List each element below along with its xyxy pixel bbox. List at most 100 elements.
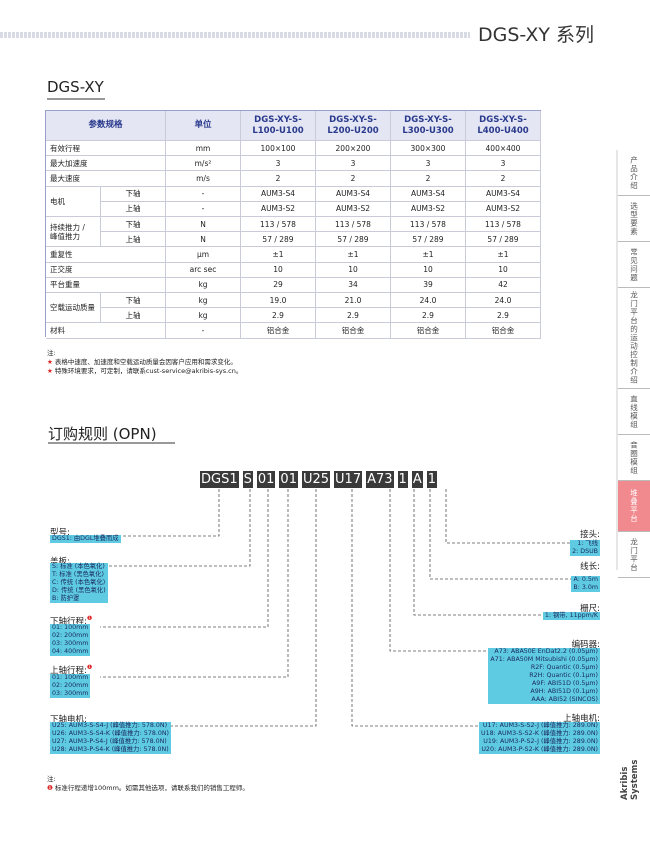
note-bullet: ★ — [47, 367, 53, 375]
footnote: 注: ❶ 标准行程递增100mm。如需其他选项，请联系我们的销售工程师。 — [47, 775, 249, 793]
table-cell: 重复性 — [46, 247, 166, 263]
option: R2H: Quantic (0.1μm) — [488, 672, 600, 680]
value: 113 / 578 — [335, 219, 371, 229]
option: U20: AUM3-P-S2-K (峰值推力: 289.0N) — [478, 746, 600, 754]
row-label: 材料 — [50, 325, 65, 335]
sidebar-tab[interactable]: 堆叠平台 — [618, 481, 650, 532]
value: 113 / 578 — [410, 219, 446, 229]
header-text: 参数规格 — [88, 120, 123, 130]
header-text: DGS-XY-S- — [329, 114, 377, 125]
sidebar-tab[interactable]: 龙门平台 — [618, 532, 650, 578]
header-text: L300-U300 — [402, 125, 454, 136]
value: ±1 — [497, 249, 509, 259]
note-text: 标准行程递增100mm。如需其他选项，请联系我们的销售工程师。 — [54, 784, 249, 792]
value: 21.0 — [344, 295, 362, 305]
group-label: 上轴行程:❶ — [50, 664, 92, 676]
table-cell: 57 / 289 — [466, 232, 541, 248]
sidebar-tab[interactable]: 直线模组 — [618, 389, 650, 435]
row-label: 电机 — [50, 196, 65, 206]
table-cell: arc sec — [166, 262, 241, 278]
table-cell: 10 — [391, 262, 466, 278]
value: 400×400 — [485, 143, 521, 153]
option: 01: 100mm — [50, 674, 91, 682]
header-text: L100-U100 — [252, 125, 304, 136]
table-cell: 参数规格 — [46, 111, 166, 141]
table-cell: 400×400 — [466, 141, 541, 157]
value: 3 — [275, 158, 281, 168]
table-cell: 39 — [391, 277, 466, 293]
group-label: 盖板: — [50, 555, 70, 567]
table-cell: AUM3-S4 — [316, 186, 391, 202]
value: 10 — [348, 265, 358, 275]
table-cell: ±1 — [241, 247, 316, 263]
table-cell: 2.9 — [466, 308, 541, 324]
marker: ❶ — [86, 615, 93, 622]
option: U25: AUM3-S-S4-J (峰值推力: 578.0N) — [50, 722, 172, 730]
sub-label: 下轴 — [125, 189, 141, 199]
header-text: DGS-XY-S- — [404, 114, 452, 125]
table-cell: AUM3-S2 — [316, 201, 391, 217]
value: 铝合金 — [341, 325, 365, 335]
table-cell: 29 — [241, 277, 316, 293]
table-cell: AUM3-S2 — [241, 201, 316, 217]
table-cell: DGS-XY-S- L300-U300 — [391, 111, 466, 141]
unit: - — [201, 189, 205, 199]
table-cell: 铝合金 — [241, 323, 316, 339]
option: 1: 飞线 — [570, 540, 600, 548]
option: 03: 300mm — [50, 690, 91, 698]
note-bullet: ★ — [47, 358, 53, 366]
table-cell: 200×200 — [316, 141, 391, 157]
group-label: 上轴电机: — [563, 714, 600, 724]
table-cell: 21.0 — [316, 293, 391, 309]
table-cell: 有效行程 — [46, 141, 166, 157]
table-cell: ±1 — [391, 247, 466, 263]
table-cell: ±1 — [316, 247, 391, 263]
sub-label: 上轴 — [125, 204, 141, 214]
table-cell: 19.0 — [241, 293, 316, 309]
code-segment: 01 — [279, 471, 298, 488]
sidebar-tab[interactable]: 产品介绍 — [618, 150, 650, 196]
row-label: 平台重量 — [50, 280, 80, 290]
value: 57 / 289 — [487, 234, 519, 244]
value: 3 — [425, 158, 431, 168]
value: AUM3-S4 — [260, 189, 296, 199]
table-cell: 下轴 — [101, 217, 166, 233]
group-label-text: 上轴行程: — [50, 666, 87, 676]
sidebar: 产品介绍 选型要素 常见问题 龙门平台的运动控制介绍 直线模组 音圈模组 堆叠平台 龙门平台 — [618, 150, 650, 578]
code-segment: U25 — [301, 471, 331, 488]
note: ★ 表格中速度、加速度和空载运动质量会因客户应用和需求变化。 — [47, 358, 242, 367]
option: U18: AUM3-S-S2-K (峰值推力: 289.0N) — [478, 730, 600, 738]
table-cell: 57 / 289 — [241, 232, 316, 248]
sub-label: 下轴 — [125, 295, 141, 305]
table-cell: kg — [166, 277, 241, 293]
table-cell: 下轴 — [101, 186, 166, 202]
value: 2.9 — [422, 310, 434, 320]
code-row: DGS1 S 01 01 U25 U17 A73 1 A 1 — [200, 471, 437, 488]
table-cell: N — [166, 232, 241, 248]
table-cell: AUM3-S4 — [466, 186, 541, 202]
table-cell: 113 / 578 — [466, 217, 541, 233]
sidebar-tab[interactable]: 龙门平台的运动控制介绍 — [618, 288, 650, 389]
table-cell: 34 — [316, 277, 391, 293]
table-cell: 材料 — [46, 323, 166, 339]
table-cell: AUM3-S2 — [466, 201, 541, 217]
table-cell: 2 — [316, 171, 391, 187]
value: ±1 — [422, 249, 434, 259]
option: AAA: ABI52 (SINCOS) — [488, 696, 600, 704]
unit: m/s — [196, 173, 210, 183]
option: U28: AUM3-P-S4-K (峰值推力: 578.0N) — [50, 746, 172, 754]
sidebar-tab[interactable]: 选型要素 — [618, 196, 650, 242]
value: 200×200 — [335, 143, 371, 153]
marker: ❶ — [86, 664, 93, 671]
option-box: U17: AUM3-S-S2-J (峰值推力: 289.0N) U18: AUM3… — [478, 722, 600, 754]
option: C: 传统 (本色氧化) — [50, 579, 108, 587]
value: 42 — [498, 280, 508, 290]
sidebar-tab[interactable]: 常见问题 — [618, 242, 650, 288]
value: 2 — [275, 173, 281, 183]
code-segment: 1 — [397, 471, 408, 488]
note-text: 表格中速度、加速度和空载运动质量会因客户应用和需求变化。 — [54, 358, 237, 366]
row-label: 峰值推力 — [50, 231, 80, 241]
sidebar-tab[interactable]: 音圈模组 — [618, 435, 650, 481]
table-cell: 10 — [316, 262, 391, 278]
